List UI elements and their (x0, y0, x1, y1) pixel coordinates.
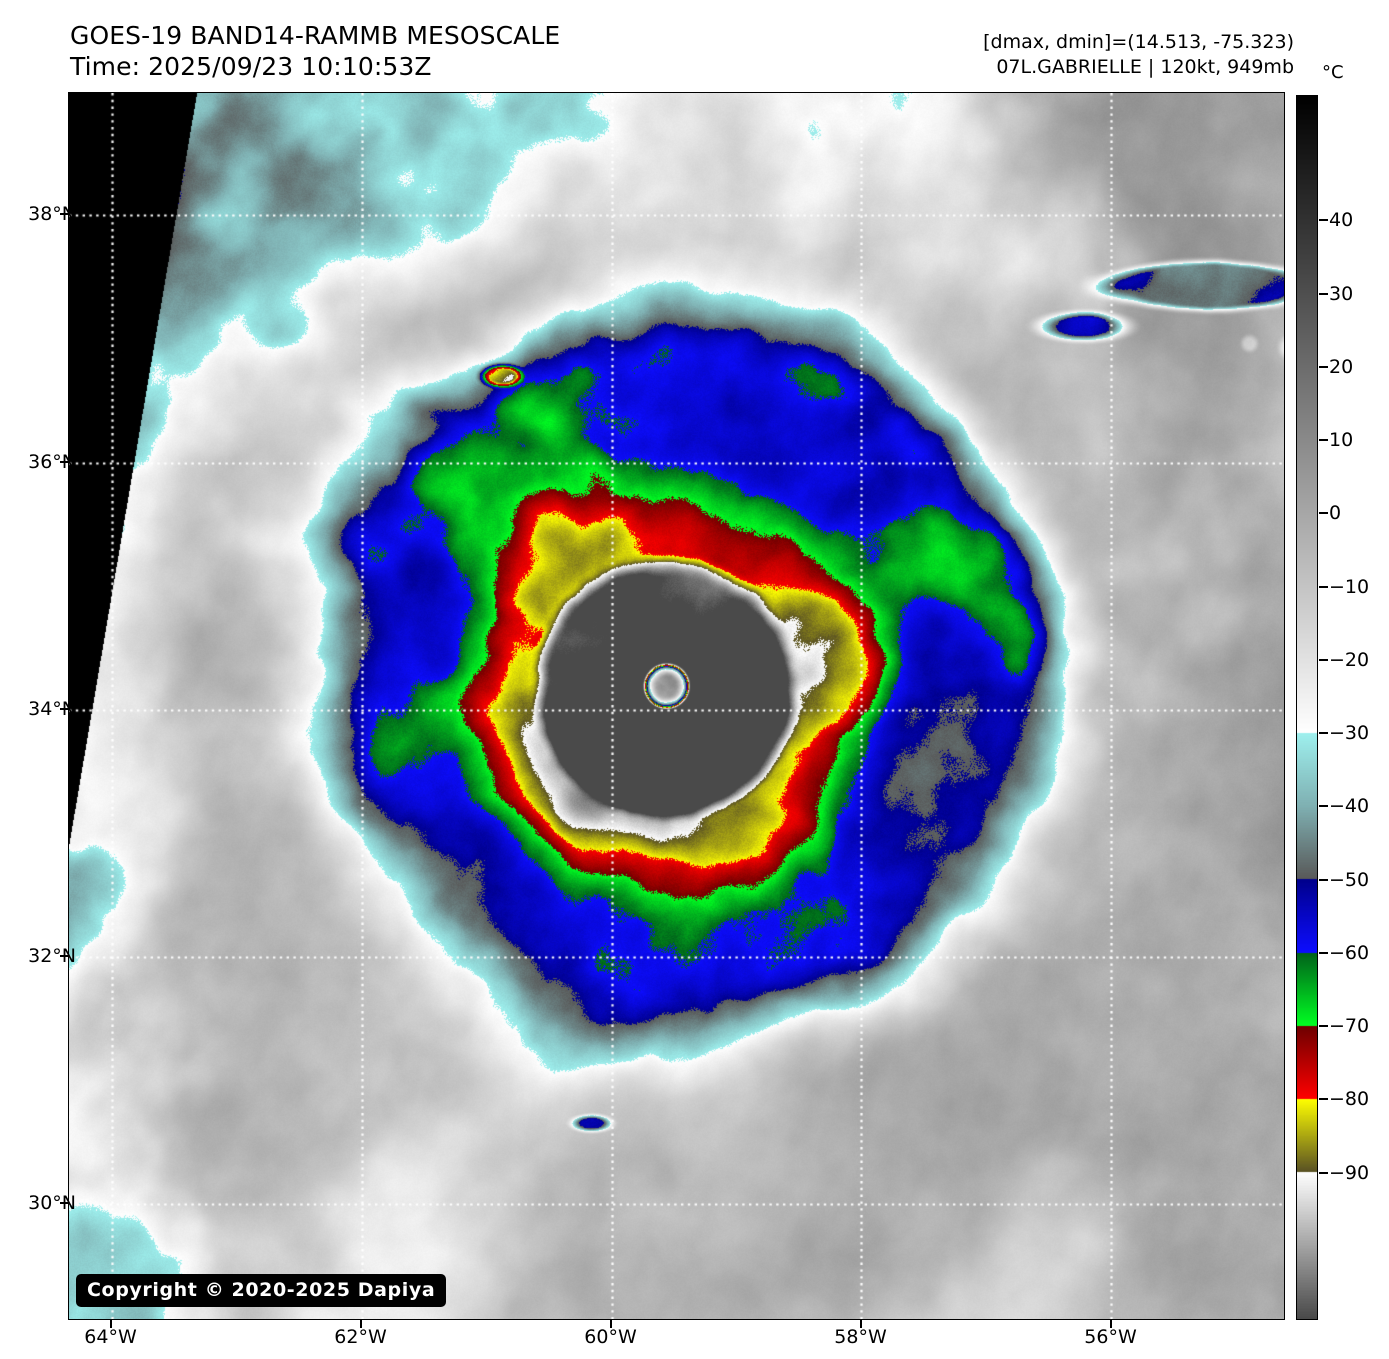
latitude-tick-label: 30°N (28, 1192, 76, 1215)
longitude-tick-label: 60°W (584, 1326, 637, 1348)
colorbar-tick-mark (1319, 365, 1328, 368)
colorbar-tick-mark (1319, 1098, 1328, 1101)
longitude-tick-mark (859, 1320, 862, 1328)
latitude-tick-label: 34°N (28, 697, 76, 720)
colorbar-gradient (1296, 95, 1318, 1320)
colorbar-tick-mark (1319, 951, 1328, 954)
colorbar (1296, 95, 1318, 1320)
colorbar-tick-label: −60 (1329, 941, 1370, 964)
colorbar-tick-label: 0 (1329, 502, 1342, 525)
longitude-tick-label: 58°W (834, 1326, 887, 1348)
longitude-tick-mark (109, 1320, 112, 1328)
colorbar-tick-mark (1319, 732, 1328, 735)
colorbar-tick-label: 30 (1329, 282, 1354, 305)
latitude-tick-label: 32°N (28, 944, 76, 967)
page-title: GOES-19 BAND14-RAMMB MESOSCALE (70, 21, 561, 50)
colorbar-tick-label: 10 (1329, 429, 1354, 452)
colorbar-tick-mark (1319, 585, 1328, 588)
copyright-watermark: Copyright © 2020-2025 Dapiya (76, 1274, 447, 1307)
colorbar-tick-label: −90 (1329, 1161, 1370, 1184)
metadata-block: [dmax, dmin]=(14.513, -75.323) 07L.GABRI… (983, 30, 1294, 80)
longitude-tick-mark (359, 1320, 362, 1328)
colorbar-tick-mark (1319, 292, 1328, 295)
colorbar-tick-label: −40 (1329, 795, 1370, 818)
colorbar-tick-mark (1319, 439, 1328, 442)
colorbar-tick-mark (1319, 219, 1328, 222)
colorbar-tick-mark (1319, 1171, 1328, 1174)
colorbar-tick-label: 40 (1329, 209, 1354, 232)
colorbar-tick-mark (1319, 878, 1328, 881)
longitude-tick-mark (609, 1320, 612, 1328)
longitude-tick-mark (1109, 1320, 1112, 1328)
colorbar-tick-label: −80 (1329, 1088, 1370, 1111)
colorbar-tick-mark (1319, 512, 1328, 515)
colorbar-tick-label: −50 (1329, 868, 1370, 891)
latitude-tick-label: 36°N (28, 450, 76, 473)
colorbar-tick-label: −30 (1329, 722, 1370, 745)
colorbar-tick-label: 20 (1329, 355, 1354, 378)
colorbar-tick-mark (1319, 1025, 1328, 1028)
longitude-tick-label: 56°W (1084, 1326, 1137, 1348)
colorbar-unit-label: °C (1322, 62, 1344, 83)
storm-info-label: 07L.GABRIELLE | 120kt, 949mb (996, 56, 1294, 78)
satellite-image-plot: Copyright © 2020-2025 Dapiya (68, 92, 1285, 1320)
latitude-tick-mark (60, 954, 68, 957)
colorbar-tick-label: −10 (1329, 575, 1370, 598)
colorbar-tick-label: −70 (1329, 1015, 1370, 1038)
latitude-tick-mark (60, 1202, 68, 1205)
title-block: GOES-19 BAND14-RAMMB MESOSCALE Time: 202… (70, 20, 560, 82)
longitude-tick-label: 64°W (84, 1326, 137, 1348)
longitude-tick-label: 62°W (334, 1326, 387, 1348)
colorbar-tick-label: −20 (1329, 648, 1370, 671)
colorbar-tick-mark (1319, 658, 1328, 661)
latitude-tick-mark (60, 460, 68, 463)
colorbar-tick-mark (1319, 805, 1328, 808)
latitude-tick-mark (60, 707, 68, 710)
latitude-tick-mark (60, 213, 68, 216)
dminmax-label: [dmax, dmin]=(14.513, -75.323) (983, 31, 1294, 53)
lat-lon-gridlines (69, 93, 1284, 1319)
latitude-tick-label: 38°N (28, 203, 76, 226)
timestamp-label: Time: 2025/09/23 10:10:53Z (70, 52, 432, 81)
